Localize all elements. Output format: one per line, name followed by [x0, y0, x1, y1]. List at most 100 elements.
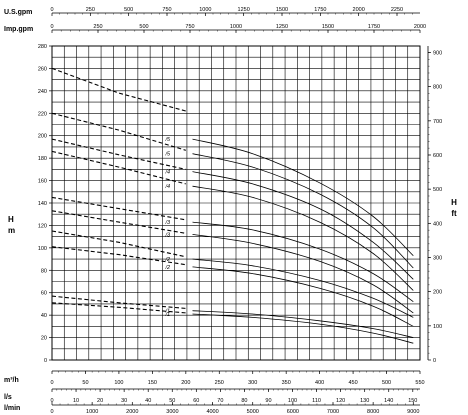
curve-label: /5	[165, 152, 172, 158]
top-flow-scales: 0 250 500 750 1000 1250 1500 1750 2000 2250 U.S.gp…	[4, 7, 426, 33]
head-ft-tick-label: 500	[433, 187, 442, 193]
scale-tick-label: 10	[73, 398, 79, 404]
scale-tick-label: 20	[97, 398, 103, 404]
head-axis-ft: 0 100 200 300 400 500 600 700 800 900 Hft	[427, 46, 457, 364]
curve-dashed-segment	[51, 150, 186, 185]
curve-dashed-segment	[51, 138, 186, 170]
scale-tick-label: 1250	[276, 24, 288, 30]
scale-tick-label: 400	[315, 380, 324, 386]
head-m-tick-label: 80	[41, 268, 47, 274]
curve-solid-segment	[192, 310, 414, 338]
scale-tick-label: 4000	[206, 409, 218, 415]
curve-label: /4	[165, 170, 171, 176]
head-m-tick-label: 20	[41, 336, 47, 342]
scale-tick-label: 40	[145, 398, 151, 404]
curve-label: /5	[165, 137, 172, 143]
scale-tick-label: 0	[50, 398, 53, 404]
head-m-tick-label: 280	[38, 44, 47, 50]
scale-tick-label: 0	[50, 7, 53, 13]
curve-dashed-segment	[51, 67, 186, 112]
head-m-tick-label: 200	[38, 134, 47, 140]
scale-tick-label: 150	[408, 398, 417, 404]
scale-tick-label: 5000	[247, 409, 259, 415]
head-ft-tick-label: 900	[433, 50, 442, 56]
scale-tick-label: 50	[82, 380, 88, 386]
curve-dashed-segment	[51, 246, 186, 266]
head-ft-tick-label: 300	[433, 255, 442, 261]
head-ft-tick-label: 0	[433, 358, 436, 364]
head-axis-m: 0 20 40 60 80 100 120 140 160 180 200 220 240 260 280 H…	[8, 44, 52, 364]
head-m-tick-label: 160	[38, 179, 47, 185]
head-m-tick-label: 40	[41, 313, 47, 319]
head-m-tick-label: 260	[38, 66, 47, 72]
head-m-axis-title: H	[8, 215, 14, 224]
scale-tick-label: 450	[348, 380, 357, 386]
curve-label: /2	[165, 265, 171, 271]
scale-unit-label: U.S.gpm	[4, 9, 32, 16]
scale-tick-label: 6000	[287, 409, 299, 415]
scale-unit-label: l/s	[4, 394, 12, 401]
curve-labels: /1/1/2/2/3/3/4/4/5/5	[165, 137, 172, 318]
scale-tick-label: 0	[50, 380, 53, 386]
curve-dashed-segment	[51, 230, 186, 258]
curve-solid-segment	[192, 171, 414, 280]
curve-dashed-segment	[51, 196, 186, 221]
curve-solid-segment	[192, 234, 414, 314]
curve-solid-segment	[192, 258, 414, 318]
curve-label: /1	[165, 312, 171, 318]
scale-tick-label: 1000	[199, 7, 211, 13]
scale-tick-label: 1000	[230, 24, 242, 30]
curve-solid-segment	[192, 313, 414, 344]
scale-tick-label: 300	[248, 380, 257, 386]
scale-tick-label: 90	[265, 398, 271, 404]
scale-tick-label: 750	[185, 24, 194, 30]
scale-tick-label: 500	[124, 7, 133, 13]
scale-tick-label: 200	[181, 380, 190, 386]
curve-label: /3	[165, 220, 172, 226]
scale-tick-label: 250	[215, 380, 224, 386]
scale-tick-label: 1750	[314, 7, 326, 13]
head-ft-tick-label: 400	[433, 221, 442, 227]
scale-tick-label: 3000	[166, 409, 178, 415]
scale-tick-label: 8000	[367, 409, 379, 415]
pump-curves	[51, 67, 414, 344]
scale-tick-label: 1500	[276, 7, 288, 13]
scale-tick-label: 150	[148, 380, 157, 386]
curve-dashed-segment	[51, 112, 186, 151]
scale-tick-label: 1250	[238, 7, 250, 13]
curve-solid-segment	[192, 153, 414, 269]
head-ft-tick-label: 800	[433, 85, 442, 91]
scale-tick-label: 60	[193, 398, 199, 404]
scale-tick-label: 250	[86, 7, 95, 13]
scale-tick-label: 140	[384, 398, 393, 404]
head-m-tick-label: 240	[38, 89, 47, 95]
scale-tick-label: 130	[360, 398, 369, 404]
scale-tick-label: 0	[50, 24, 53, 30]
curve-label: /1	[165, 309, 171, 315]
scale-tick-label: 1500	[322, 24, 334, 30]
scale-tick-label: 80	[241, 398, 247, 404]
scale-tick-label: 100	[288, 398, 297, 404]
curve-dashed-segment	[51, 302, 186, 314]
curve-dashed-segment	[51, 295, 186, 309]
head-m-tick-label: 60	[41, 291, 47, 297]
scale-tick-label: 250	[93, 24, 102, 30]
curve-label: /4	[165, 184, 171, 190]
curve-dashed-segment	[51, 210, 186, 234]
scale-tick-label: 1000	[86, 409, 98, 415]
head-m-tick-label: 0	[44, 358, 47, 364]
scale-tick-label: 2000	[414, 24, 426, 30]
scale-tick-label: 2000	[126, 409, 138, 415]
head-m-axis-unit: m	[8, 226, 15, 235]
plot-grid	[52, 46, 420, 360]
scale-unit-label: m³/h	[4, 377, 19, 384]
scale-unit-label: Imp.gpm	[4, 26, 33, 33]
scale-tick-label: 1750	[368, 24, 380, 30]
curve-solid-segment	[192, 138, 414, 256]
head-m-tick-label: 100	[38, 246, 47, 252]
head-m-tick-label: 120	[38, 223, 47, 229]
curve-solid-segment	[192, 185, 414, 291]
head-m-tick-label: 220	[38, 111, 47, 117]
scale-tick-label: 7000	[327, 409, 339, 415]
head-ft-tick-label: 200	[433, 290, 442, 296]
